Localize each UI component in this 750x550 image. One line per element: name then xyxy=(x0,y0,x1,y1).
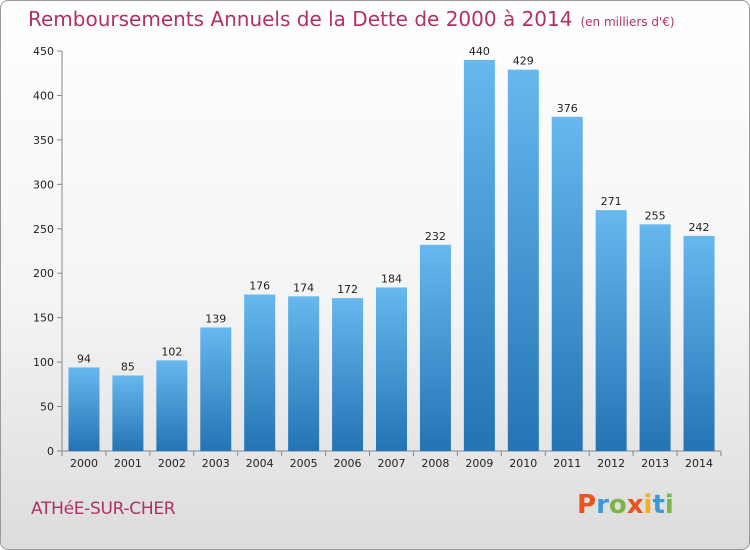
bar-2013 xyxy=(639,224,671,451)
bar-2003 xyxy=(200,327,232,451)
x-tick-label-2010: 2010 xyxy=(509,457,537,470)
proxiti-logo: Proxiti xyxy=(577,490,674,520)
logo-letter: P xyxy=(577,490,597,520)
bar-2009 xyxy=(463,59,495,452)
logo-letter: x xyxy=(626,490,644,520)
logo-letter: i xyxy=(643,490,653,520)
x-tick-label-2011: 2011 xyxy=(553,457,581,470)
y-tick-label: 300 xyxy=(33,178,54,191)
data-label-2000: 94 xyxy=(77,352,91,365)
data-label-2002: 102 xyxy=(161,345,182,358)
chart-subtitle: (en milliers d'€) xyxy=(580,15,675,29)
x-tick-label-2012: 2012 xyxy=(597,457,625,470)
x-tick-label-2003: 2003 xyxy=(202,457,230,470)
bar-2004 xyxy=(244,294,276,451)
x-tick-label-2005: 2005 xyxy=(290,457,318,470)
data-label-2009: 440 xyxy=(469,45,490,58)
bar-2005 xyxy=(288,296,320,451)
data-label-2014: 242 xyxy=(689,221,710,234)
chart-title: Remboursements Annuels de la Dette de 20… xyxy=(28,7,573,31)
bar-2000 xyxy=(68,367,100,451)
x-tick-label-2001: 2001 xyxy=(114,457,142,470)
chart-axes: 0 50 100 150 200 250 300 350 400 450 2000 2001 2002 2… xyxy=(33,45,722,470)
x-tick-label-2004: 2004 xyxy=(246,457,274,470)
y-tick-label: 450 xyxy=(33,45,54,58)
bar-2008 xyxy=(419,244,451,451)
logo-letter: i xyxy=(664,490,674,520)
y-tick-label: 200 xyxy=(33,267,54,280)
y-tick-label: 0 xyxy=(47,445,54,458)
y-tick-label: 100 xyxy=(33,356,54,369)
x-tick-label-2006: 2006 xyxy=(334,457,362,470)
y-tick-label: 350 xyxy=(33,134,54,147)
chart-data-labels: 94 85 102 139 176 174 172 184 232 440 429 376 271 255… xyxy=(77,45,710,374)
bar-2006 xyxy=(332,298,364,451)
x-tick-label-2014: 2014 xyxy=(685,457,713,470)
logo-letter: t xyxy=(652,490,665,520)
bar-2001 xyxy=(112,375,144,451)
bar-2012 xyxy=(595,210,627,451)
data-label-2004: 176 xyxy=(249,280,270,293)
x-tick-label-2000: 2000 xyxy=(70,457,98,470)
data-label-2008: 232 xyxy=(425,230,446,243)
data-label-2005: 174 xyxy=(293,281,314,294)
bar-2007 xyxy=(376,287,407,451)
x-tick-label-2013: 2013 xyxy=(641,457,669,470)
data-label-2006: 172 xyxy=(337,283,358,296)
bar-2011 xyxy=(551,116,583,452)
x-tick-label-2009: 2009 xyxy=(465,457,493,470)
y-tick-label: 50 xyxy=(40,401,54,414)
x-tick-label-2008: 2008 xyxy=(421,457,449,470)
y-tick-label: 150 xyxy=(33,312,54,325)
data-label-2007: 184 xyxy=(381,272,402,285)
bar-2014 xyxy=(683,235,715,451)
data-label-2013: 255 xyxy=(645,209,666,222)
logo-letter: o xyxy=(608,490,627,520)
x-tick-label-2007: 2007 xyxy=(378,457,406,470)
commune-name: ATHéE-SUR-CHER xyxy=(31,499,176,519)
data-label-2003: 139 xyxy=(205,312,226,325)
chart-title-block: Remboursements Annuels de la Dette de 20… xyxy=(28,7,675,31)
y-tick-label: 400 xyxy=(33,89,54,102)
data-label-2012: 271 xyxy=(601,195,622,208)
bar-2002 xyxy=(156,360,188,451)
x-tick-label-2002: 2002 xyxy=(158,457,186,470)
logo-letter: r xyxy=(596,490,609,520)
bar-2010 xyxy=(507,69,539,452)
data-label-2011: 376 xyxy=(557,102,578,115)
y-tick-label: 250 xyxy=(33,223,54,236)
chart-bars xyxy=(68,59,715,452)
data-label-2010: 429 xyxy=(513,55,534,68)
data-label-2001: 85 xyxy=(121,360,135,373)
